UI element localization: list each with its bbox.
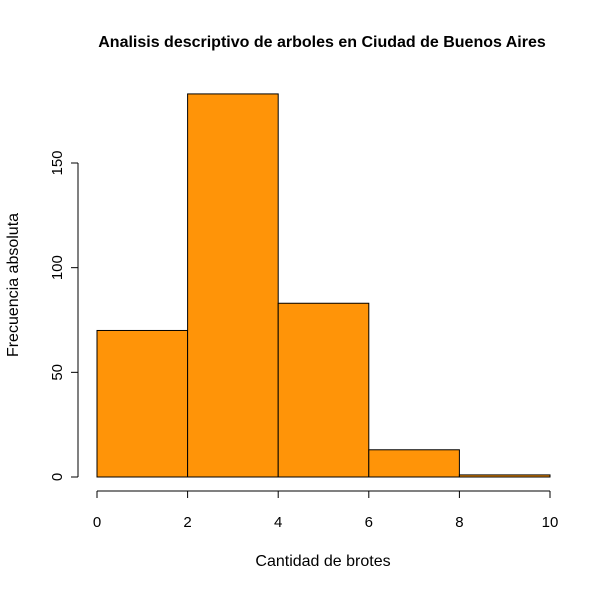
chart-title: Analisis descriptivo de arboles en Ciuda… xyxy=(98,34,546,51)
histogram-bar-2 xyxy=(187,93,279,478)
y-tick-label: 0 xyxy=(49,473,66,481)
y-tick-label: 150 xyxy=(49,150,66,175)
x-tick-label: 8 xyxy=(455,514,463,531)
y-tick-label: 100 xyxy=(49,255,66,280)
histogram-bar-5 xyxy=(458,474,551,478)
x-tick-label: 6 xyxy=(365,514,373,531)
histogram-bar-4 xyxy=(368,449,460,478)
x-tick-label: 2 xyxy=(183,514,191,531)
bars-group xyxy=(96,93,551,478)
x-tick-label: 10 xyxy=(542,514,559,531)
x-tick-label: 4 xyxy=(274,514,282,531)
y-axis: 0 50 100 150 xyxy=(49,150,79,481)
y-axis-label: Frecuencia absoluta xyxy=(5,213,22,357)
x-tick-label: 0 xyxy=(93,514,101,531)
x-axis: 0 2 4 6 8 10 xyxy=(93,490,559,531)
histogram-bar-1 xyxy=(96,329,189,478)
y-tick-label: 50 xyxy=(49,364,66,381)
x-axis-label: Cantidad de brotes xyxy=(255,553,390,570)
histogram-bar-3 xyxy=(277,302,370,478)
